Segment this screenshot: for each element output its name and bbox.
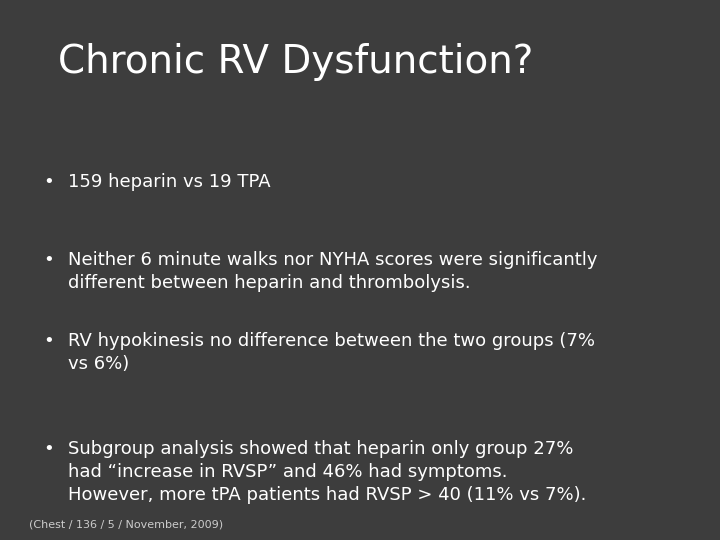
- Text: Neither 6 minute walks nor NYHA scores were significantly
different between hepa: Neither 6 minute walks nor NYHA scores w…: [68, 251, 598, 292]
- Text: Subgroup analysis showed that heparin only group 27%
had “increase in RVSP” and : Subgroup analysis showed that heparin on…: [68, 440, 587, 504]
- Text: •: •: [44, 440, 54, 458]
- Text: •: •: [44, 332, 54, 350]
- Text: (Chest / 136 / 5 / November, 2009): (Chest / 136 / 5 / November, 2009): [29, 519, 223, 529]
- Text: •: •: [44, 251, 54, 269]
- Text: RV hypokinesis no difference between the two groups (7%
vs 6%): RV hypokinesis no difference between the…: [68, 332, 595, 373]
- Text: •: •: [44, 173, 54, 191]
- Text: 159 heparin vs 19 TPA: 159 heparin vs 19 TPA: [68, 173, 271, 191]
- Text: Chronic RV Dysfunction?: Chronic RV Dysfunction?: [58, 43, 533, 81]
